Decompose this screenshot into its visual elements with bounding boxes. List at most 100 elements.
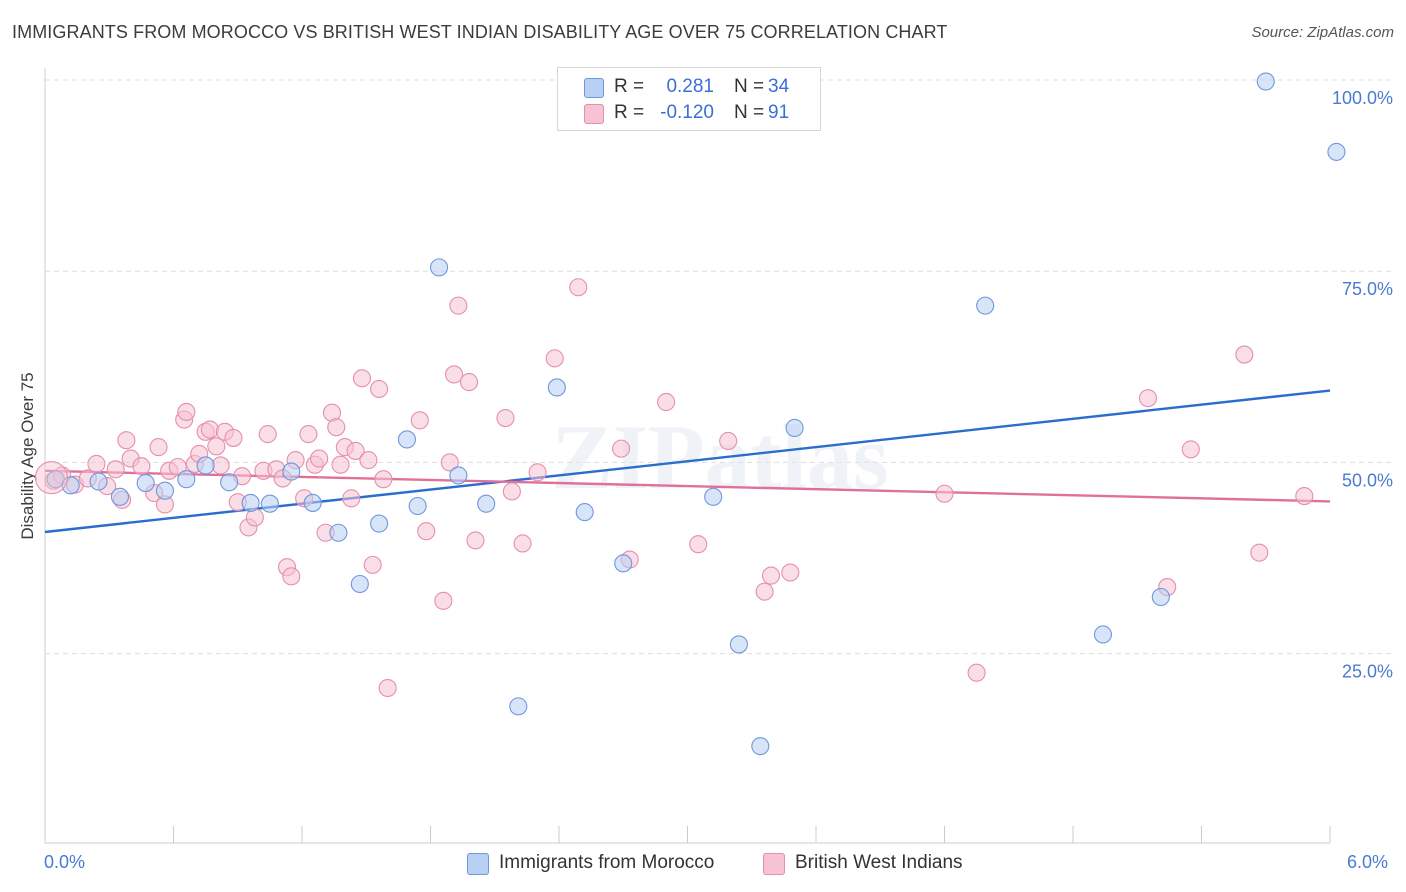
point-morocco [329, 523, 348, 542]
point-morocco [397, 430, 416, 449]
x-tick-label-max: 6.0% [1347, 852, 1389, 872]
point-bwi [378, 678, 397, 698]
point-bwi [132, 457, 151, 476]
point-morocco [61, 476, 80, 495]
point-morocco [110, 487, 130, 506]
legend-swatch-pink [584, 104, 604, 124]
point-morocco [1256, 72, 1275, 91]
r-label: R = [614, 102, 645, 123]
n-label: N = [734, 76, 765, 97]
y-tick-label: 50.0% [1342, 470, 1393, 490]
legend-swatch-blue [467, 853, 489, 875]
point-bwi [528, 463, 547, 482]
point-bwi [466, 531, 485, 550]
point-bwi [299, 425, 318, 444]
point-bwi [440, 453, 459, 472]
point-bwi [689, 535, 708, 554]
point-bwi [1295, 487, 1314, 506]
point-bwi [410, 411, 429, 430]
n-value: 91 [768, 102, 790, 123]
point-morocco [449, 466, 468, 485]
point-bwi [346, 441, 365, 460]
point-bwi [106, 460, 125, 479]
point-morocco [282, 462, 301, 481]
point-bwi [612, 439, 631, 458]
point-bwi [200, 420, 219, 439]
legend-label-morocco: Immigrants from Morocco [499, 852, 715, 873]
legend-label-bwi: British West Indians [795, 852, 963, 873]
point-bwi [352, 369, 372, 388]
point-morocco [729, 635, 748, 654]
point-bwi [1138, 389, 1158, 408]
point-bwi [282, 567, 301, 586]
r-label: R = [614, 76, 645, 97]
point-bwi [331, 455, 350, 474]
point-morocco [408, 496, 427, 516]
point-morocco [477, 494, 496, 513]
chart-title: IMMIGRANTS FROM MOROCCO VS BRITISH WEST … [12, 22, 948, 42]
point-morocco [370, 514, 389, 533]
point-morocco [303, 493, 322, 512]
point-bwi [224, 428, 243, 447]
point-morocco [220, 473, 239, 492]
stats-legend: R = 0.281 N = 34 R = -0.120 N = 91 [557, 67, 821, 131]
source-credit: Source: ZipAtlas.com [1251, 24, 1394, 41]
point-bwi [117, 431, 136, 450]
point-morocco [785, 418, 804, 438]
point-bwi [417, 522, 436, 541]
point-bwi [87, 454, 106, 473]
point-morocco [155, 481, 174, 500]
point-bwi [177, 402, 196, 421]
y-tick-labels: 25.0% 50.0% 75.0% 100.0% [1332, 88, 1393, 682]
point-bwi [935, 484, 954, 503]
legend-swatch-blue [584, 78, 604, 98]
y-tick-label: 25.0% [1342, 662, 1393, 682]
n-label: N = [734, 102, 765, 123]
point-morocco [196, 456, 215, 475]
point-bwi [449, 296, 468, 315]
point-morocco [430, 258, 449, 277]
point-bwi [967, 663, 986, 682]
point-bwi [374, 470, 393, 489]
point-morocco [751, 737, 770, 756]
y-tick-label: 100.0% [1332, 88, 1393, 108]
y-tick-label: 75.0% [1342, 279, 1393, 299]
point-bwi [781, 563, 800, 582]
point-morocco [976, 296, 995, 315]
point-bwi [569, 278, 588, 297]
point-bwi [445, 365, 464, 384]
r-value: 0.281 [666, 76, 714, 97]
point-bwi [513, 534, 532, 553]
r-value: -0.120 [660, 102, 714, 123]
point-morocco [509, 697, 528, 716]
point-bwi [370, 379, 389, 399]
point-bwi [168, 457, 187, 477]
point-morocco [350, 574, 369, 594]
point-morocco [547, 378, 566, 397]
point-bwi [755, 582, 774, 601]
point-morocco [89, 472, 108, 491]
legend-swatch-pink [763, 853, 785, 875]
point-bwi [434, 591, 453, 610]
x-tick-label-min: 0.0% [44, 852, 86, 872]
point-bwi [719, 431, 738, 451]
point-bwi [207, 437, 226, 456]
point-bwi [657, 392, 676, 412]
point-morocco [575, 503, 594, 522]
point-morocco [260, 494, 279, 513]
point-bwi [1181, 440, 1200, 459]
point-bwi [496, 408, 515, 428]
point-bwi [459, 373, 479, 392]
point-morocco [1327, 142, 1346, 161]
point-bwi [761, 566, 781, 585]
point-bwi [327, 418, 346, 437]
point-bwi [502, 482, 521, 501]
point-bwi [342, 489, 361, 508]
point-morocco [614, 554, 633, 573]
point-bwi [363, 555, 382, 574]
point-morocco [1093, 625, 1113, 644]
point-bwi [545, 349, 564, 368]
point-bwi [1250, 543, 1269, 562]
point-morocco [177, 470, 196, 489]
